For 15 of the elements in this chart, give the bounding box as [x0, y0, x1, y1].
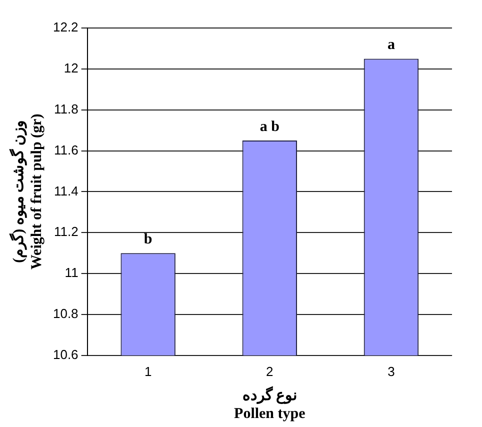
x-tick-label: 3: [388, 364, 395, 379]
y-tick-label: 11.8: [54, 101, 78, 116]
y-tick-label: 12.2: [52, 20, 78, 35]
y-tick-label: 11.2: [54, 224, 78, 240]
annotation: b: [144, 231, 152, 248]
y-tick-label: 12: [64, 60, 78, 76]
y-tick-label: 10.6: [52, 346, 78, 362]
annotation: a: [387, 37, 396, 54]
annotation: a b: [260, 118, 280, 135]
y-tick-label: 11: [64, 265, 78, 280]
y-tick-label: 10.8: [52, 306, 78, 322]
y-tick-label: 11.6: [54, 142, 78, 158]
x-tick-label: 1: [144, 364, 152, 379]
y-tick-label: 11.4: [54, 183, 78, 198]
x-tick-label: 2: [266, 364, 274, 379]
